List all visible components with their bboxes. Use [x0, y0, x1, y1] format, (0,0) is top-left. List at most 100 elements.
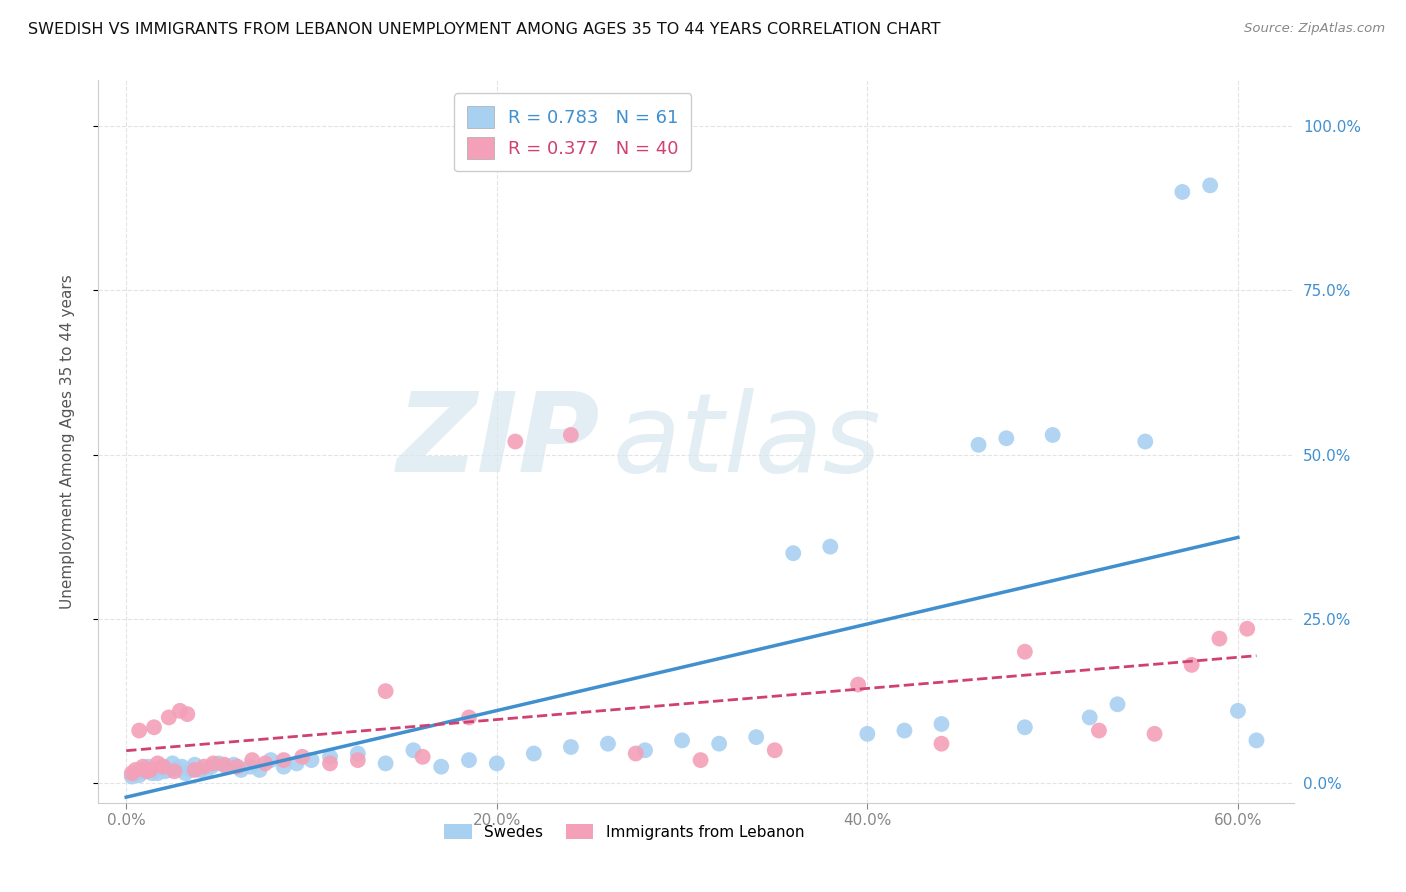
Point [239, 760, 262, 774]
Point [121, 770, 143, 784]
Point [273, 753, 295, 767]
Point [319, 749, 342, 764]
Point [1199, 178, 1222, 193]
Point [634, 743, 657, 757]
Point [157, 710, 180, 724]
Point [346, 753, 368, 767]
Point [893, 723, 915, 738]
Point [782, 546, 804, 560]
Point [153, 764, 176, 779]
Point [846, 677, 869, 691]
Point [134, 764, 156, 779]
Point [138, 760, 160, 774]
Point [180, 763, 202, 777]
Point [260, 753, 283, 767]
Point [285, 756, 308, 771]
Point [763, 743, 786, 757]
Point [689, 753, 711, 767]
Point [128, 768, 150, 782]
Point [143, 720, 166, 734]
Point [560, 428, 582, 442]
Point [374, 684, 396, 698]
Point [319, 756, 342, 771]
Text: Source: ZipAtlas.com: Source: ZipAtlas.com [1244, 22, 1385, 36]
Point [374, 756, 396, 771]
Point [200, 760, 222, 774]
Point [139, 763, 162, 777]
Point [1171, 185, 1194, 199]
Point [169, 704, 191, 718]
Point [188, 763, 211, 777]
Point [165, 762, 187, 776]
Point [146, 766, 169, 780]
Point [671, 733, 693, 747]
Point [1078, 710, 1101, 724]
Point [1042, 428, 1064, 442]
Point [412, 749, 434, 764]
Point [301, 753, 323, 767]
Point [152, 760, 174, 774]
Point [128, 723, 150, 738]
Point [820, 540, 842, 554]
Point [124, 766, 146, 780]
Point [135, 764, 157, 779]
Point [430, 760, 453, 774]
Point [1143, 727, 1166, 741]
Point [132, 760, 155, 774]
Point [157, 763, 180, 777]
Point [1246, 733, 1268, 747]
Point [458, 710, 481, 724]
Point [184, 763, 207, 777]
Text: atlas: atlas [613, 388, 882, 495]
Point [193, 760, 215, 774]
Point [995, 431, 1018, 445]
Point [458, 753, 481, 767]
Point [624, 747, 647, 761]
Point [402, 743, 425, 757]
Point [505, 434, 527, 449]
Point [202, 756, 225, 771]
Point [485, 756, 508, 771]
Point [121, 766, 143, 780]
Point [194, 764, 217, 779]
Point [745, 730, 768, 744]
Point [254, 756, 277, 771]
Point [215, 760, 238, 774]
Point [1208, 632, 1230, 646]
Point [208, 756, 231, 771]
Legend: Swedes, Immigrants from Lebanon: Swedes, Immigrants from Lebanon [439, 818, 810, 846]
Point [523, 747, 546, 761]
Point [967, 438, 990, 452]
Point [1226, 704, 1249, 718]
Point [1014, 720, 1036, 734]
Point [1088, 723, 1111, 738]
Point [146, 756, 169, 771]
Y-axis label: Unemployment Among Ages 35 to 44 years: Unemployment Among Ages 35 to 44 years [60, 274, 75, 609]
Point [1135, 434, 1157, 449]
Point [1014, 645, 1036, 659]
Point [240, 753, 263, 767]
Point [291, 749, 314, 764]
Point [856, 727, 879, 741]
Point [226, 760, 249, 774]
Text: ZIP: ZIP [396, 388, 600, 495]
Point [229, 763, 252, 777]
Point [596, 737, 619, 751]
Point [1107, 698, 1129, 712]
Point [214, 757, 236, 772]
Point [931, 717, 953, 731]
Point [124, 763, 146, 777]
Point [129, 763, 152, 777]
Point [174, 766, 197, 780]
Point [1236, 622, 1258, 636]
Point [249, 763, 271, 777]
Point [170, 760, 193, 774]
Point [346, 747, 368, 761]
Point [1181, 657, 1204, 672]
Point [560, 739, 582, 754]
Point [931, 737, 953, 751]
Point [176, 707, 198, 722]
Point [150, 760, 173, 774]
Point [141, 766, 163, 780]
Point [273, 760, 295, 774]
